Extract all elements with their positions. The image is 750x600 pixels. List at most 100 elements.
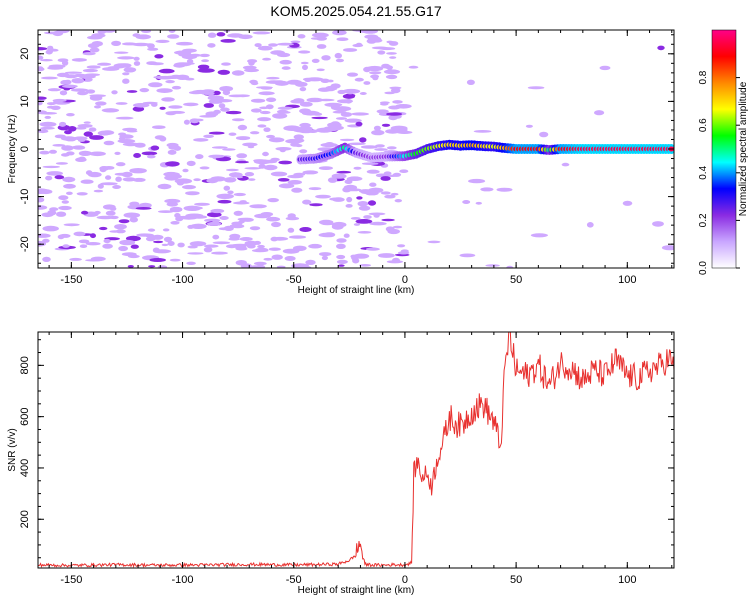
spectrogram-noise-blob bbox=[164, 198, 181, 204]
spectrogram-noise-blob bbox=[193, 138, 209, 142]
spectrogram-noise-blob bbox=[40, 59, 53, 62]
spectrogram-noise-blob bbox=[223, 177, 237, 183]
spectrogram-noise-blob bbox=[266, 134, 275, 139]
spectrogram-noise-blob bbox=[163, 172, 180, 177]
spectrogram-noise-blob bbox=[262, 57, 272, 61]
spectrogram-noise-blob bbox=[292, 98, 305, 104]
spectrogram-noise-blob bbox=[327, 122, 342, 128]
spectrogram-noise-blob bbox=[109, 230, 121, 233]
spectrogram-noise-blob bbox=[247, 145, 255, 149]
spectrogram-noise-blob bbox=[388, 115, 398, 121]
spectrogram-noise-blob bbox=[114, 51, 129, 54]
spectrogram-noise-blob bbox=[105, 210, 116, 216]
colorbar-tick-label: 0.4 bbox=[698, 165, 709, 179]
spectrogram-noise-blob bbox=[81, 210, 89, 215]
spectrogram-noise-blob bbox=[38, 197, 45, 203]
spectrogram-noise-blob bbox=[268, 247, 281, 251]
spectrogram-noise-blob bbox=[239, 237, 253, 241]
spectrogram-noise-blob bbox=[103, 166, 115, 170]
spectrogram-noise-blob bbox=[278, 160, 293, 165]
spectrogram-noise-blob bbox=[152, 125, 166, 129]
colorbar: 0.0 0.2 0.4 0.6 0.8 Normalized spectral ampl… bbox=[698, 29, 749, 275]
spectrogram-noise-blob bbox=[135, 207, 152, 210]
spectrogram-noise-blob bbox=[38, 101, 43, 106]
spectrogram-noise-blob bbox=[527, 86, 545, 90]
spectrogram-noise-blob bbox=[158, 68, 175, 74]
spectrogram-noise-blob bbox=[285, 216, 300, 221]
spectrogram-noise-blob bbox=[539, 131, 549, 138]
spectrogram-noise-blob bbox=[336, 238, 347, 243]
spectrogram-noise-blob bbox=[361, 162, 379, 165]
spectrogram-noise-blob bbox=[82, 68, 98, 73]
spectrogram-noise-blob bbox=[232, 118, 245, 122]
spectrogram-noise-blob bbox=[355, 42, 363, 47]
spectrogram-noise-blob bbox=[114, 151, 121, 155]
spectrogram-noise-blob bbox=[199, 53, 210, 58]
spectrogram-noise-blob bbox=[389, 56, 397, 59]
spectrogram-noise-blob bbox=[293, 134, 304, 140]
spectrogram-noise-blob bbox=[336, 170, 352, 174]
spectrogram-noise-blob bbox=[119, 239, 136, 246]
spectrogram-noise-blob bbox=[130, 244, 139, 249]
spectrogram-noise-blob bbox=[82, 52, 96, 56]
spectrogram-noise-blob bbox=[159, 106, 166, 110]
spectrogram-noise-blob bbox=[319, 219, 334, 225]
spectrogram-noise-blob bbox=[334, 52, 342, 59]
spectrogram-noise-blob bbox=[80, 179, 94, 184]
spectrogram-noise-blob bbox=[376, 109, 389, 114]
spectrogram-noise-blob bbox=[390, 87, 401, 94]
spectrogram-noise-blob bbox=[309, 203, 323, 207]
spectrogram-noise-blob bbox=[298, 50, 311, 54]
spectrogram-noise-blob bbox=[89, 151, 106, 157]
spectrogram-noise-blob bbox=[331, 221, 347, 228]
spectrogram-noise-blob bbox=[310, 37, 321, 40]
spectrogram-noise-blob bbox=[121, 252, 137, 257]
spectrogram-noise-blob bbox=[287, 227, 295, 233]
spectrogram-noise-blob bbox=[350, 217, 361, 220]
spectrogram-noise-blob bbox=[199, 166, 210, 170]
spectrogram-noise-blob bbox=[147, 47, 159, 51]
spectrogram-noise-blob bbox=[357, 201, 369, 207]
spectrogram-noise-blob bbox=[190, 224, 205, 228]
spectrogram-noise-blob bbox=[219, 216, 229, 220]
spectrogram-noise-blob bbox=[233, 210, 243, 216]
spectrogram-noise-blob bbox=[408, 65, 419, 69]
spectrogram-noise-blob bbox=[336, 174, 346, 178]
spectrogram-noise-blob bbox=[277, 106, 293, 110]
spectrogram-noise-blob bbox=[462, 200, 471, 204]
spectrogram-noise-blob bbox=[190, 215, 208, 219]
spectrogram-noise-blob bbox=[336, 37, 349, 41]
spectrogram-noise-blob bbox=[218, 227, 230, 231]
spectrogram-noise-blob bbox=[39, 150, 50, 155]
spectrogram-noise-blob bbox=[673, 249, 674, 251]
spectrogram-noise-blob bbox=[118, 245, 128, 252]
spectrogram-noise-blob bbox=[151, 102, 158, 107]
spectrogram-noise-blob bbox=[256, 86, 273, 89]
spectrogram-noise-blob bbox=[59, 121, 67, 127]
spectrogram-noise-blob bbox=[385, 75, 393, 79]
spectrogram-noise-blob bbox=[88, 127, 97, 132]
spectrogram-noise-blob bbox=[62, 176, 76, 183]
spectrogram-noise-blob bbox=[117, 56, 135, 60]
spectrogram-noise-blob bbox=[212, 234, 220, 240]
spectrogram-noise-blob bbox=[114, 224, 127, 230]
spectrogram-noise-blob bbox=[352, 257, 360, 264]
spectrogram-noise-blob bbox=[87, 35, 103, 40]
spectrogram-noise-blob bbox=[102, 243, 113, 249]
spectrogram-noise-blob bbox=[46, 171, 63, 176]
spectrogram-noise-blob bbox=[85, 170, 93, 176]
spectrogram-noise-blob bbox=[231, 70, 245, 76]
spectrogram-noise-blob bbox=[108, 66, 125, 69]
spectrogram-noise-blob bbox=[239, 200, 247, 203]
spectrogram-noise-blob bbox=[189, 241, 207, 247]
spectrogram-noise-blob bbox=[277, 178, 290, 182]
spectrogram-noise-blob bbox=[278, 183, 295, 189]
snr-y-label: SNR (v/v) bbox=[7, 428, 18, 471]
spectrogram-noise-blob bbox=[299, 87, 307, 92]
spectrogram-noise-blob bbox=[657, 45, 665, 51]
spectrogram-noise-blob bbox=[208, 154, 225, 159]
spectrogram-noise-blob bbox=[193, 178, 201, 182]
spectrogram-noise-blob bbox=[299, 227, 312, 232]
spectrogram-noise-blob bbox=[153, 76, 166, 79]
spectrogram-noise-blob bbox=[397, 251, 410, 255]
